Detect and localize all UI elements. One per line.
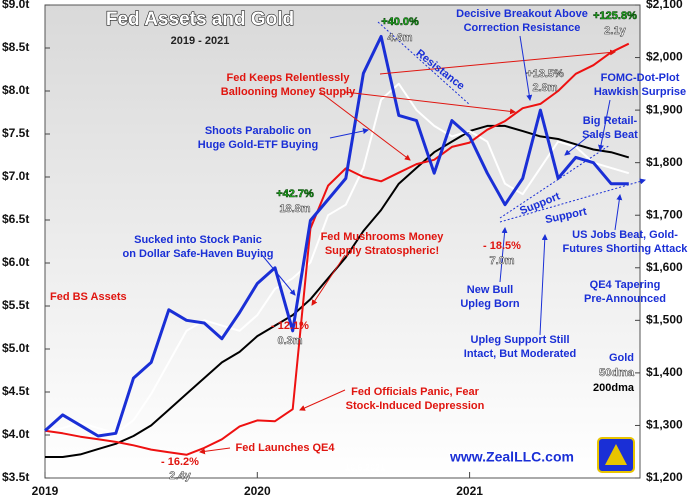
annotation: - 12.1% xyxy=(271,320,309,332)
annotation: 2.8m xyxy=(532,82,557,94)
x-tick-label: 2019 xyxy=(32,484,59,498)
annotation: Supply Stratospheric! xyxy=(325,245,439,257)
annotation: +13.5% xyxy=(526,68,564,80)
annotation: Upleg Support Still xyxy=(471,334,570,346)
annotation: Ballooning Money Supply xyxy=(221,86,356,98)
annotation: Sucked into Stock Panic xyxy=(134,234,262,246)
y-tick-label: $6.0t xyxy=(2,255,29,269)
arrow xyxy=(199,447,231,455)
chart-title: Fed Assets and Gold xyxy=(106,9,294,30)
arrow xyxy=(614,194,623,231)
y-tick-label: $7.5t xyxy=(2,126,29,140)
annotation: - 18.5% xyxy=(483,240,521,252)
arrow xyxy=(311,254,346,306)
y-tick-label: $4.5t xyxy=(2,384,29,398)
y2-tick-label: $1,300 xyxy=(646,418,683,432)
annotation: Shoots Parabolic on xyxy=(205,125,312,137)
y-tick-label: $8.0t xyxy=(2,83,29,97)
annotation: 4.6m xyxy=(387,32,412,44)
annotation: Fed Launches QE4 xyxy=(235,442,335,454)
y-tick-label: $4.0t xyxy=(2,427,29,441)
support-line xyxy=(499,178,646,223)
y-tick-label: $9.0t xyxy=(2,0,29,11)
annotation: Fed BS Assets xyxy=(50,291,127,303)
annotation: 7.0m xyxy=(489,255,514,267)
chart-subtitle: 2019 - 2021 xyxy=(171,35,230,47)
y2-tick-label: $1,200 xyxy=(646,470,683,484)
annotation: Big Retail- xyxy=(583,115,638,127)
y2-tick-label: $1,900 xyxy=(646,102,683,116)
y2-tick-label: $1,600 xyxy=(646,260,683,274)
annotation: Correction Resistance xyxy=(464,22,581,34)
annotation: Fed Mushrooms Money xyxy=(321,231,445,243)
annotation: Pre-Announced xyxy=(584,293,666,305)
annotation: 0.3m xyxy=(277,335,302,347)
arrow xyxy=(539,234,548,336)
y2-tick-label: $2,100 xyxy=(646,0,683,11)
annotation: Fed Keeps Relentlessly xyxy=(227,72,351,84)
arrow xyxy=(499,227,508,283)
plot-area xyxy=(44,4,641,479)
x-tick-label: 2021 xyxy=(456,484,483,498)
y-tick-label: $3.5t xyxy=(2,470,29,484)
arrow xyxy=(344,91,516,115)
legend-label: 50dma xyxy=(599,367,635,379)
arrow xyxy=(379,49,616,75)
annotation: Fed Officials Panic, Fear xyxy=(351,386,479,398)
y2-tick-label: $2,000 xyxy=(646,50,683,64)
logo-mark xyxy=(605,444,627,465)
annotation: +42.7% xyxy=(276,188,314,200)
annotation: - 16.2% xyxy=(161,456,199,468)
annotation: on Dollar Safe-Haven Buying xyxy=(123,248,274,260)
date-stamp: 10.6.2021 xyxy=(345,462,385,472)
annotation: +125.8% xyxy=(593,10,637,22)
arrow xyxy=(598,99,611,151)
annotation: +40.0% xyxy=(381,16,419,28)
legend-label: Gold xyxy=(609,352,634,364)
y-tick-label: $7.0t xyxy=(2,169,29,183)
y-tick-label: $5.5t xyxy=(2,298,29,312)
series-line xyxy=(44,82,630,435)
annotation: 2.4y xyxy=(169,470,191,482)
annotation: 18.8m xyxy=(279,203,310,215)
annotation: Intact, But Moderated xyxy=(464,348,576,360)
arrow xyxy=(319,91,411,161)
arrow xyxy=(519,35,533,101)
y-tick-label: $6.5t xyxy=(2,212,29,226)
series-line xyxy=(44,35,629,438)
annotation: Futures Shorting Attack xyxy=(563,243,689,255)
annotation: Stock-Induced Depression xyxy=(346,400,485,412)
arrow xyxy=(564,134,591,156)
annotation: Decisive Breakout Above xyxy=(456,8,588,20)
annotation: US Jobs Beat, Gold- xyxy=(572,229,678,241)
arrow xyxy=(329,128,369,139)
annotation: FOMC-Dot-Plot xyxy=(601,72,680,84)
y-tick-label: $8.5t xyxy=(2,40,29,54)
annotation: Sales Beat xyxy=(582,129,638,141)
y-tick-label: $5.0t xyxy=(2,341,29,355)
y2-tick-label: $1,700 xyxy=(646,207,683,221)
x-tick-label: 2020 xyxy=(244,484,271,498)
annotation: 2.1y xyxy=(604,25,626,37)
resistance-line xyxy=(377,21,471,106)
arrow xyxy=(261,254,296,296)
y2-tick-label: $1,800 xyxy=(646,155,683,169)
annotation: Upleg Born xyxy=(460,298,520,310)
annotation: Hawkish Surprise xyxy=(594,86,686,98)
legend-label: 200dma xyxy=(593,382,635,394)
annotation: New Bull xyxy=(467,284,513,296)
annotation: Huge Gold-ETF Buying xyxy=(198,139,318,151)
y2-tick-label: $1,500 xyxy=(646,313,683,327)
arrow xyxy=(299,389,346,411)
website: www.ZealLLC.com xyxy=(449,449,574,465)
series-line xyxy=(44,42,630,456)
annotation: QE4 Tapering xyxy=(590,279,661,291)
y2-tick-label: $1,400 xyxy=(646,365,683,379)
